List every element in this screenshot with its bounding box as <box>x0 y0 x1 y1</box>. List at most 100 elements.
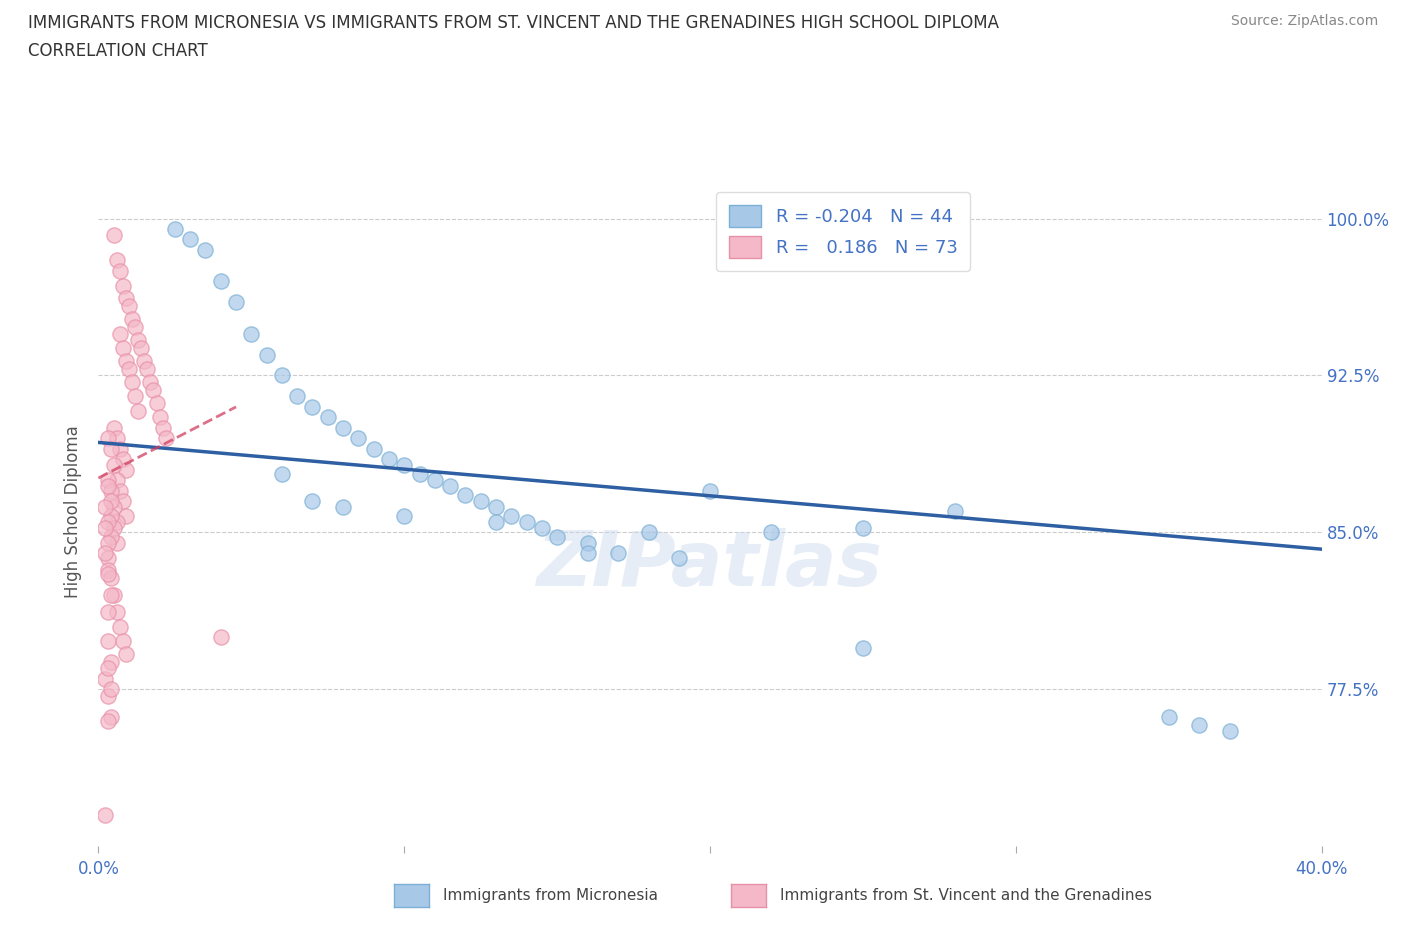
Text: Immigrants from St. Vincent and the Grenadines: Immigrants from St. Vincent and the Gren… <box>780 888 1153 903</box>
Point <box>485 499 508 514</box>
Point <box>301 399 323 414</box>
Point <box>97 536 120 551</box>
Point <box>108 326 131 341</box>
Point <box>100 571 122 586</box>
Point <box>111 278 134 293</box>
Point <box>332 420 354 435</box>
Point <box>194 243 217 258</box>
Point <box>100 529 122 544</box>
Point <box>93 499 115 514</box>
Point <box>576 536 599 551</box>
Point <box>121 374 143 389</box>
Point <box>97 633 120 648</box>
Point <box>105 253 128 268</box>
Point <box>347 431 370 445</box>
Point <box>530 521 553 536</box>
Point <box>145 395 167 410</box>
Point <box>100 655 122 670</box>
Point <box>124 320 146 335</box>
Point <box>470 494 492 509</box>
Text: Immigrants from Micronesia: Immigrants from Micronesia <box>443 888 658 903</box>
Point <box>285 389 308 404</box>
Point <box>155 431 177 445</box>
Point <box>93 671 115 686</box>
Point <box>93 521 115 536</box>
Point <box>97 563 120 578</box>
Point <box>179 232 201 247</box>
Point <box>118 299 141 314</box>
Point <box>97 514 120 529</box>
Point <box>240 326 263 341</box>
Point <box>103 458 125 472</box>
Point <box>136 362 159 377</box>
Point <box>759 525 782 539</box>
Text: CORRELATION CHART: CORRELATION CHART <box>28 42 208 60</box>
Point <box>699 483 721 498</box>
Point <box>97 713 120 728</box>
Point <box>142 382 165 397</box>
Point <box>97 661 120 676</box>
Point <box>97 472 120 487</box>
Point <box>100 682 122 697</box>
Point <box>108 619 131 634</box>
Point <box>105 604 128 619</box>
Point <box>378 452 401 467</box>
Point <box>115 291 138 306</box>
Point <box>1188 717 1211 732</box>
Point <box>516 514 538 529</box>
Point <box>301 494 323 509</box>
Point <box>103 420 125 435</box>
Point <box>111 452 134 467</box>
Point <box>118 362 141 377</box>
Point <box>423 472 446 487</box>
Point <box>1157 709 1180 724</box>
Point <box>100 494 122 509</box>
Point <box>100 483 122 498</box>
Point <box>100 588 122 603</box>
Point <box>105 536 128 551</box>
Point <box>501 508 523 523</box>
Point <box>121 312 143 326</box>
Point <box>108 442 131 457</box>
Point <box>115 508 138 523</box>
Point <box>270 466 292 481</box>
Point <box>105 514 128 529</box>
Point <box>668 550 690 565</box>
Point <box>103 588 125 603</box>
Point <box>100 508 122 523</box>
Point <box>134 353 156 368</box>
Point <box>111 341 134 356</box>
Text: Source: ZipAtlas.com: Source: ZipAtlas.com <box>1230 14 1378 28</box>
Point <box>485 514 508 529</box>
Point <box>454 487 477 502</box>
Point <box>115 646 138 661</box>
Point <box>93 546 115 561</box>
Point <box>115 353 138 368</box>
Point <box>152 420 174 435</box>
Point <box>546 529 568 544</box>
Point <box>270 368 292 383</box>
Point <box>100 442 122 457</box>
Point <box>127 404 149 418</box>
Point <box>316 410 339 425</box>
Point <box>115 462 138 477</box>
Point <box>97 604 120 619</box>
Point <box>363 442 385 457</box>
Legend: R = -0.204   N = 44, R =   0.186   N = 73: R = -0.204 N = 44, R = 0.186 N = 73 <box>716 193 970 271</box>
Point <box>111 494 134 509</box>
Point <box>111 633 134 648</box>
Point <box>108 263 131 278</box>
Point <box>439 479 461 494</box>
Point <box>105 431 128 445</box>
Point <box>149 410 172 425</box>
Point <box>332 499 354 514</box>
Point <box>129 341 152 356</box>
Y-axis label: High School Diploma: High School Diploma <box>65 425 83 598</box>
Point <box>1219 724 1241 738</box>
Point <box>943 504 966 519</box>
Point <box>97 688 120 703</box>
Point <box>392 458 416 472</box>
Point <box>576 546 599 561</box>
Point <box>100 709 122 724</box>
Point <box>209 630 232 644</box>
